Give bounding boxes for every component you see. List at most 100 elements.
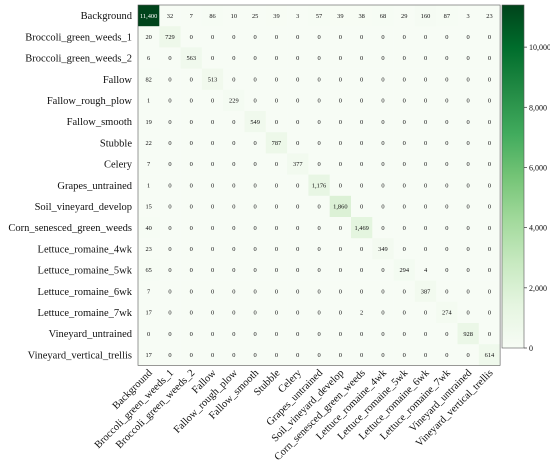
cell-value-label: 0: [317, 76, 320, 83]
cell-value-label: 0: [445, 246, 448, 253]
heatmap-cell: [287, 280, 309, 303]
cell-value-label: 229: [229, 98, 239, 105]
cell-value-label: 0: [190, 182, 193, 189]
heatmap-cell: [180, 5, 203, 27]
colorbar-tick-label: 2,000: [529, 284, 547, 293]
heatmap-cell: [287, 26, 309, 48]
heatmap-cell: [223, 344, 245, 366]
heatmap-cell: [351, 195, 373, 218]
heatmap-cell: [436, 301, 458, 324]
heatmap-cell: [265, 153, 288, 175]
cell-value-label: 0: [232, 204, 235, 211]
heatmap-cell: [414, 153, 437, 175]
cell-value-label: 0: [445, 225, 448, 232]
heatmap-cell: [159, 174, 181, 197]
cell-value-label: 0: [168, 331, 171, 338]
heatmap-cell: [478, 68, 501, 91]
cell-value-label: 0: [488, 225, 491, 232]
heatmap-cell: [223, 280, 245, 303]
cell-value-label: 23: [486, 13, 492, 20]
heatmap-cell: [414, 68, 437, 91]
heatmap-cell: [457, 47, 480, 69]
cell-value-label: 0: [296, 288, 299, 295]
heatmap-cell: [457, 301, 480, 324]
heatmap-cell: [201, 132, 224, 154]
cell-value-label: 0: [232, 246, 235, 253]
cell-value-label: 0: [211, 140, 214, 147]
cell-value-label: 0: [190, 204, 193, 211]
heatmap-cell: [308, 153, 330, 175]
cell-value-label: 0: [360, 98, 363, 105]
heatmap-cell: [414, 301, 437, 324]
cell-value-label: 0: [190, 76, 193, 83]
heatmap-cell: [265, 195, 288, 218]
cell-value-label: 0: [424, 34, 427, 41]
heatmap-cell: [159, 47, 181, 69]
cell-value-label: 0: [254, 246, 257, 253]
cell-value-label: 87: [444, 13, 451, 20]
cell-value-label: 0: [488, 267, 491, 274]
heatmap-cell: [159, 238, 181, 260]
cell-value-label: 15: [145, 204, 151, 211]
cell-value-label: 0: [403, 76, 406, 83]
heatmap-cell: [223, 174, 245, 197]
cell-value-label: 0: [275, 288, 278, 295]
heatmap-cell: [180, 301, 203, 324]
cell-value-label: 0: [317, 34, 320, 41]
cell-value-label: 29: [401, 13, 407, 20]
cell-value-label: 0: [360, 246, 363, 253]
cell-value-label: 0: [275, 267, 278, 274]
heatmap-cell: [372, 68, 394, 91]
heatmap-cell: [478, 47, 501, 69]
heatmap-cell: [265, 89, 288, 112]
heatmap-cell: [372, 195, 394, 218]
cell-value-label: 0: [467, 288, 470, 295]
cell-value-label: 0: [254, 288, 257, 295]
cell-value-label: 0: [467, 310, 470, 317]
cell-value-label: 0: [211, 98, 214, 105]
heatmap-cell: [265, 26, 288, 48]
heatmap-cell: [329, 301, 352, 324]
row-label: Fallow_rough_plow: [47, 96, 133, 107]
cell-value-label: 0: [339, 246, 342, 253]
cell-value-label: 0: [360, 119, 363, 126]
heatmap-cell: [287, 111, 309, 133]
cell-value-label: 0: [381, 98, 384, 105]
heatmap-cell: [244, 195, 267, 218]
cell-value-label: 0: [339, 310, 342, 317]
heatmap-cell: [138, 153, 160, 175]
heatmap-cell: [265, 68, 288, 91]
cell-value-label: 0: [403, 55, 406, 62]
cell-value-label: 0: [381, 76, 384, 83]
cell-value-label: 513: [208, 76, 218, 83]
heatmap-cell: [159, 280, 181, 303]
cell-value-label: 0: [254, 204, 257, 211]
cell-value-label: 0: [296, 246, 299, 253]
cell-value-label: 0: [467, 161, 470, 168]
heatmap-cell: [329, 344, 352, 366]
heatmap-cell: [308, 47, 330, 69]
heatmap-cell: [457, 111, 480, 133]
heatmap-cell: [244, 47, 267, 69]
cell-value-label: 0: [190, 310, 193, 317]
cell-value-label: 1: [147, 182, 150, 189]
row-label: Broccoli_green_weeds_2: [25, 54, 132, 65]
cell-value-label: 0: [488, 310, 491, 317]
cell-value-label: 0: [168, 161, 171, 168]
heatmap-cell: [223, 259, 245, 281]
heatmap-cell: [372, 89, 394, 112]
heatmap-cell: [478, 259, 501, 281]
heatmap-cell: [244, 217, 267, 239]
cell-value-label: 10: [231, 13, 237, 20]
heatmap-cell: [372, 132, 394, 154]
heatmap-cell: [414, 89, 437, 112]
cell-value-label: 0: [317, 331, 320, 338]
cell-value-label: 0: [424, 182, 427, 189]
cell-value-label: 0: [317, 288, 320, 295]
cell-value-label: 0: [211, 267, 214, 274]
heatmap-cell: [436, 68, 458, 91]
cell-value-label: 6: [147, 55, 150, 62]
cell-value-label: 0: [275, 98, 278, 105]
cell-value-label: 3: [296, 13, 299, 20]
cell-value-label: 0: [168, 310, 171, 317]
